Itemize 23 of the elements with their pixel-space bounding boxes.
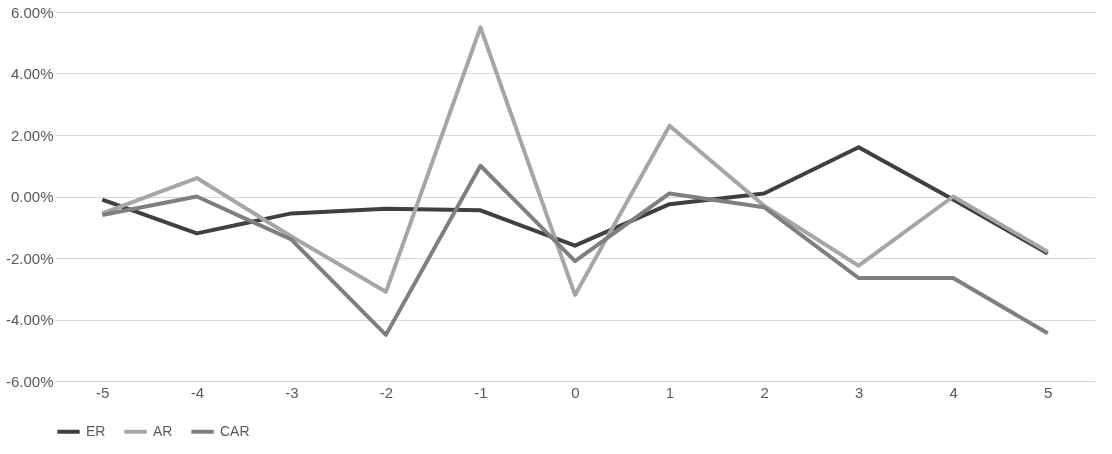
x-tick-label: -5 bbox=[96, 383, 110, 401]
y-tick-label: -2.00% bbox=[5, 249, 54, 267]
y-tick-label: 6.00% bbox=[10, 3, 54, 21]
x-tick-label: 2 bbox=[760, 383, 769, 401]
y-tick-label: 2.00% bbox=[10, 126, 54, 144]
x-tick-label: -4 bbox=[190, 383, 204, 401]
y-tick-label: -6.00% bbox=[5, 372, 54, 390]
legend-label: CAR bbox=[220, 422, 250, 439]
line-series bbox=[100, 163, 1050, 337]
x-tick-label: -3 bbox=[285, 383, 299, 401]
x-tick-label: 3 bbox=[854, 383, 864, 401]
y-tick-label: -4.00% bbox=[5, 311, 54, 328]
legend-label: AR bbox=[153, 422, 173, 439]
x-tick-label: 0 bbox=[571, 383, 580, 401]
x-tick-label: -2 bbox=[379, 383, 394, 401]
legend-label: ER bbox=[86, 422, 106, 439]
x-tick-label: 1 bbox=[665, 383, 675, 401]
x-tick-label: 5 bbox=[1044, 383, 1053, 401]
y-tick-label: 4.00% bbox=[10, 65, 54, 82]
x-tick-label: -1 bbox=[474, 383, 488, 401]
x-tick-label: 4 bbox=[949, 383, 958, 401]
line-series bbox=[100, 25, 1050, 297]
y-tick-label: 0.00% bbox=[10, 188, 54, 205]
